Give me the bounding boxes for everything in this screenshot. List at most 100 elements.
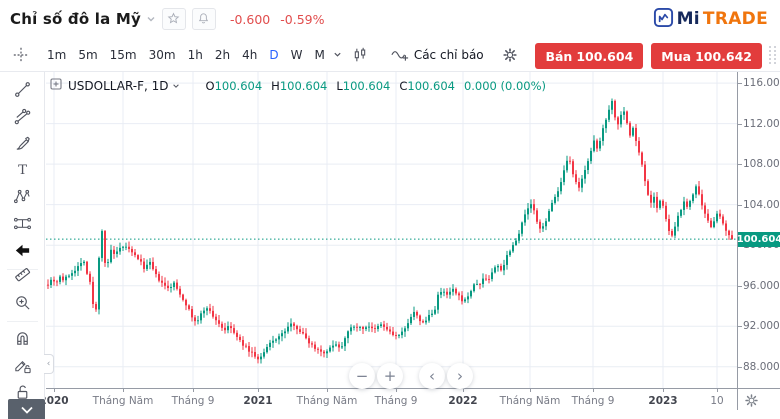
- pattern-tool[interactable]: [0, 185, 45, 211]
- pencil-lock-icon: [13, 356, 32, 379]
- chart-pane: USDOLLAR-F, 1D O100.604 H100.604 L100.604 C…: [44, 72, 737, 389]
- star-icon: [167, 10, 180, 29]
- price-tick-label: 108.000: [743, 158, 780, 171]
- zoom-out-button[interactable]: −: [349, 363, 375, 389]
- header: Chỉ số đô la Mỹ -0.600 -0.59% Mi TRADE: [0, 0, 780, 38]
- sell-button[interactable]: Bán 100.604: [535, 43, 644, 69]
- time-tick-label: Tháng 9: [171, 395, 215, 407]
- time-tick-label: 2021: [243, 395, 273, 407]
- interval-4h[interactable]: 4h: [242, 47, 258, 62]
- interval-15m[interactable]: 15m: [109, 47, 137, 62]
- price-tick-label: 88.000: [743, 360, 780, 373]
- symbol-name[interactable]: USDOLLAR-F, 1D: [68, 78, 169, 93]
- compare-add-icon[interactable]: [50, 78, 62, 93]
- axis-settings-gear-icon[interactable]: [744, 393, 759, 412]
- indicators-button[interactable]: Các chỉ báo: [390, 44, 484, 66]
- ohlc-O: O100.604: [205, 78, 263, 93]
- chevron-down-icon[interactable]: [146, 14, 156, 24]
- ruler-icon: [13, 265, 32, 288]
- buy-label: Mua: [661, 48, 692, 64]
- time-tick: [530, 388, 531, 392]
- price-change-percent: -0.59%: [280, 11, 325, 27]
- sidebar-divider: [7, 269, 38, 270]
- indicators-label: Các chỉ báo: [413, 47, 484, 62]
- price-tick: [738, 164, 742, 166]
- time-tick: [663, 388, 664, 392]
- sidebar-collapse-tab[interactable]: ‹: [44, 354, 54, 374]
- chart-toolbar: 1m 5m 15m 30m 1h 2h 4h D W M Các chỉ báo: [0, 38, 780, 72]
- trend-line-tool[interactable]: [0, 78, 45, 104]
- gear-icon[interactable]: [498, 43, 522, 67]
- zoom-in-tool[interactable]: [0, 291, 45, 317]
- interval-M[interactable]: M: [314, 47, 325, 62]
- chevron-down-icon[interactable]: [333, 50, 342, 59]
- time-axis[interactable]: 2020 Tháng Năm Tháng 9 2021 Tháng Năm Tháng 9…: [0, 388, 780, 419]
- crosshair-icon[interactable]: [9, 43, 33, 67]
- interval-5m[interactable]: 5m: [78, 47, 98, 62]
- price-change: -0.600: [229, 11, 271, 27]
- time-tick-label: 2022: [448, 395, 478, 407]
- drawing-panel-collapse-button[interactable]: [8, 399, 45, 419]
- time-tick: [54, 388, 55, 392]
- interval-2h[interactable]: 2h: [214, 47, 231, 62]
- interval-W[interactable]: W: [290, 47, 303, 62]
- time-tick: [396, 388, 397, 392]
- drawing-toolbar: T: [0, 72, 45, 419]
- price-tick: [738, 285, 742, 287]
- alert-bell-button[interactable]: [191, 8, 216, 30]
- magnifier-plus-icon: [13, 293, 32, 316]
- price-tick-label: 116.000: [743, 77, 780, 90]
- logo-text-trade: TRADE: [702, 9, 768, 29]
- time-tick: [463, 388, 464, 392]
- sell-label: Bán: [545, 48, 573, 64]
- interval-selector: 1m 5m 15m 30m 1h 2h 4h D W M: [41, 45, 331, 65]
- mitrade-logo-icon: [653, 7, 674, 32]
- forecast-tool[interactable]: [0, 212, 45, 238]
- symbol-legend: USDOLLAR-F, 1D O100.604 H100.604 L100.604 C…: [50, 78, 546, 93]
- favorite-star-button[interactable]: [161, 8, 186, 30]
- fibonacci-icon: [13, 107, 32, 130]
- magnet-icon: [13, 329, 32, 352]
- drawing-lock-tool[interactable]: [0, 354, 45, 380]
- time-tick-label: Tháng Năm: [92, 395, 154, 407]
- time-tick: [258, 388, 259, 392]
- bell-icon: [197, 10, 210, 29]
- interval-D[interactable]: D: [269, 47, 279, 62]
- lock-all-tool[interactable]: [0, 380, 45, 406]
- axis-border: [46, 388, 780, 389]
- candlestick-style-icon[interactable]: [348, 43, 372, 67]
- sell-price: 100.604: [576, 48, 634, 64]
- svg-text:T: T: [18, 162, 27, 177]
- interval-1m[interactable]: 1m: [47, 47, 67, 62]
- gann-fib-tool[interactable]: [0, 105, 45, 131]
- chevron-down-icon: [19, 400, 35, 419]
- time-tick-label: Tháng 9: [374, 395, 418, 407]
- mitrade-logo: Mi TRADE: [653, 7, 768, 32]
- price-axis[interactable]: 116.000112.000108.000104.000100.00096.00…: [737, 72, 780, 388]
- interval-1h[interactable]: 1h: [187, 47, 203, 62]
- chevron-down-icon[interactable]: [172, 79, 180, 93]
- buy-button[interactable]: Mua 100.642: [651, 43, 762, 69]
- price-tick: [738, 83, 742, 85]
- price-tick: [738, 204, 742, 206]
- time-tick-label: 10: [710, 395, 724, 407]
- brush-tool[interactable]: [0, 132, 45, 158]
- text-tool[interactable]: T: [0, 158, 45, 184]
- zoom-in-button[interactable]: +: [377, 363, 403, 389]
- magnet-tool[interactable]: [0, 327, 45, 353]
- arrow-tool[interactable]: [0, 239, 45, 265]
- scroll-right-button[interactable]: ›: [447, 363, 473, 389]
- brush-icon: [13, 134, 32, 157]
- time-tick: [123, 388, 124, 392]
- price-tick: [738, 366, 742, 368]
- buy-price: 100.642: [695, 48, 752, 64]
- candlestick-chart[interactable]: [46, 72, 737, 388]
- text-icon: T: [13, 160, 32, 183]
- time-tick-label: Tháng Năm: [499, 395, 561, 407]
- interval-30m[interactable]: 30m: [148, 47, 176, 62]
- logo-text-mi: Mi: [676, 9, 700, 29]
- chart-drag-handle[interactable]: [767, 45, 777, 67]
- scroll-left-button[interactable]: ‹: [419, 363, 445, 389]
- ruler-tool[interactable]: [0, 263, 45, 289]
- time-tick-label: Tháng 9: [571, 395, 615, 407]
